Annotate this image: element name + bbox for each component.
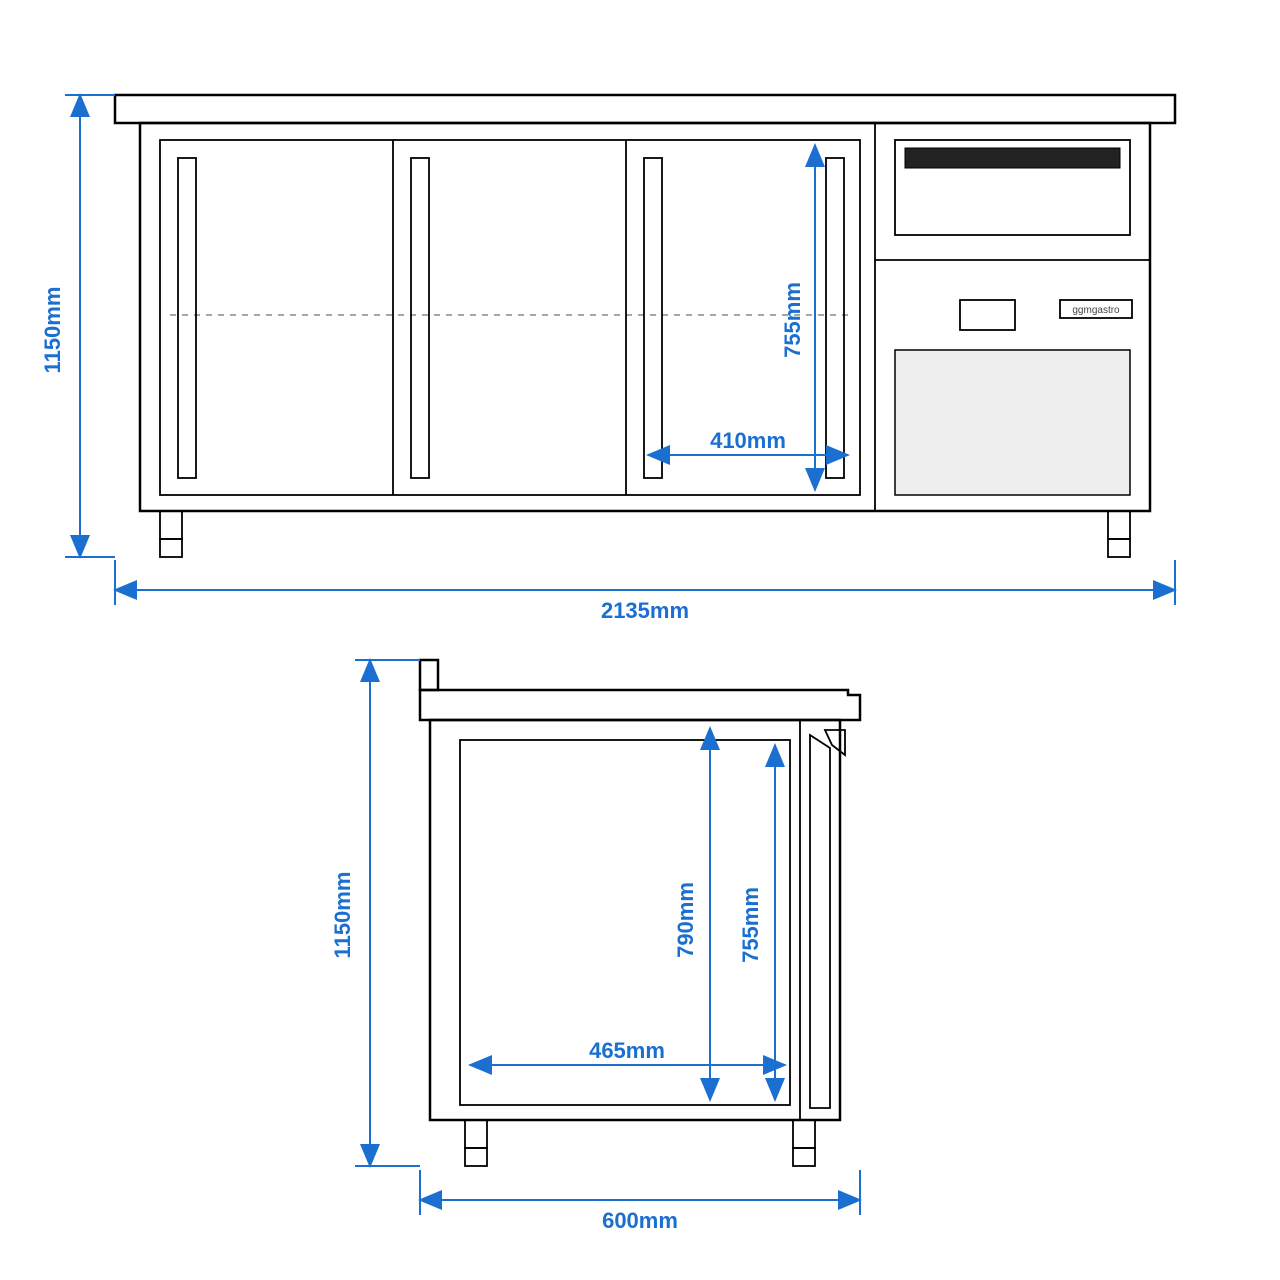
dimension-drawing: ggmgastro 2135mm 1150mm: [0, 0, 1280, 1280]
dim-side-height: 1150mm: [330, 660, 420, 1166]
dim-front-width-label: 2135mm: [601, 598, 689, 623]
dim-side-inner-width-label: 465mm: [589, 1038, 665, 1063]
front-view: ggmgastro 2135mm 1150mm: [40, 95, 1175, 623]
dim-front-width: 2135mm: [115, 560, 1175, 623]
dim-front-height-label: 1150mm: [40, 287, 65, 374]
front-legs: [160, 511, 1130, 557]
dim-side-width: 600mm: [420, 1170, 860, 1233]
dim-side-inner-height-outer: 790mm: [673, 728, 710, 1100]
dim-side-inner-height-inner-label: 755mm: [738, 887, 763, 963]
side-view: 600mm 1150mm 465mm 790mm 755mm: [330, 660, 860, 1233]
dim-side-height-label: 1150mm: [330, 872, 355, 959]
dim-side-inner-height-outer-label: 790mm: [673, 882, 698, 958]
dim-side-inner-height-inner: 755mm: [738, 745, 775, 1100]
dim-side-inner-width: 465mm: [470, 1038, 785, 1065]
dim-front-inner-width-label: 410mm: [710, 428, 786, 453]
dim-side-width-label: 600mm: [602, 1208, 678, 1233]
right-section: ggmgastro: [875, 123, 1150, 511]
dim-front-inner-height-label: 755mm: [780, 282, 805, 358]
brand-label: ggmgastro: [1072, 305, 1120, 316]
side-legs: [465, 1120, 815, 1166]
dim-front-inner-width: 410mm: [648, 428, 848, 455]
dim-front-height: 1150mm: [40, 95, 115, 557]
